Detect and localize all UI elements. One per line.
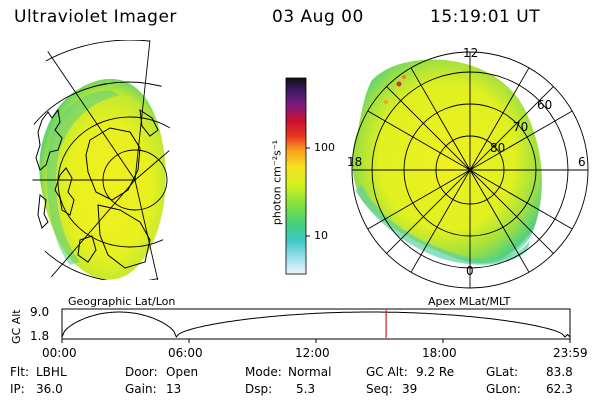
info-gcalt-label: GC Alt: — [366, 365, 408, 379]
colorbar — [285, 77, 307, 275]
instrument-title: Ultraviolet Imager — [14, 7, 177, 27]
info-seq-label: Seq: — [366, 382, 393, 396]
geo-image — [32, 40, 170, 280]
info-mode-value: Normal — [288, 365, 332, 379]
colorbar-tick-100: 100 — [314, 141, 335, 154]
info-door-label: Door: — [125, 365, 158, 379]
info-dsp-value: 5.3 — [296, 382, 316, 396]
timeline-ylabel: GC Alt — [10, 309, 23, 344]
mlat-label-70: 70 — [513, 120, 529, 134]
mlt-label-12: 12 — [463, 46, 479, 60]
timeline-tick-1800: 18:00 — [422, 346, 457, 360]
info-glon-value: 62.3 — [546, 382, 573, 396]
colorbar-tick-10: 10 — [314, 229, 328, 242]
timeline-y-top: 9.0 — [30, 305, 50, 319]
info-door-value: Open — [166, 365, 199, 379]
apex-image — [351, 51, 589, 289]
apex-panel-label: Apex MLat/MLT — [428, 295, 511, 308]
info-flt-label: Flt: — [10, 365, 29, 379]
info-gain-value: 13 — [166, 382, 182, 396]
info-glat-label: GLat: — [486, 365, 519, 379]
timeline-tick-0000: 00:00 — [42, 346, 77, 360]
mlat-label-60: 60 — [537, 98, 553, 112]
timeline-tick-1200: 12:00 — [295, 346, 330, 360]
geo-panel-label: Geographic Lat/Lon — [68, 295, 176, 308]
colorbar-unit-label: photon cm⁻²s⁻¹ — [270, 139, 284, 226]
info-gain-label: Gain: — [125, 382, 157, 396]
mlat-label-80: 80 — [490, 141, 506, 155]
date-label: 03 Aug 00 — [272, 7, 364, 27]
info-ip-value: 36.0 — [36, 382, 63, 396]
mlt-label-18: 18 — [347, 155, 363, 169]
timeline-plot — [61, 308, 571, 343]
mlt-label-6: 6 — [578, 155, 586, 169]
timeline-tick-2359: 23:59 — [553, 346, 588, 360]
timeline-tick-0600: 06:00 — [168, 346, 203, 360]
info-gcalt-value: 9.2 Re — [416, 365, 455, 379]
timeline-y-bottom: 1.8 — [30, 329, 50, 343]
info-seq-value: 39 — [402, 382, 418, 396]
mlt-label-0: 0 — [466, 264, 474, 278]
info-mode-label: Mode: — [245, 365, 282, 379]
orbit-altitude-line — [61, 311, 571, 338]
info-flt-value: LBHL — [36, 365, 67, 379]
time-label: 15:19:01 UT — [430, 7, 541, 27]
info-dsp-label: Dsp: — [245, 382, 273, 396]
info-glat-value: 83.8 — [546, 365, 573, 379]
info-ip-label: IP: — [10, 382, 25, 396]
info-glon-label: GLon: — [486, 382, 521, 396]
